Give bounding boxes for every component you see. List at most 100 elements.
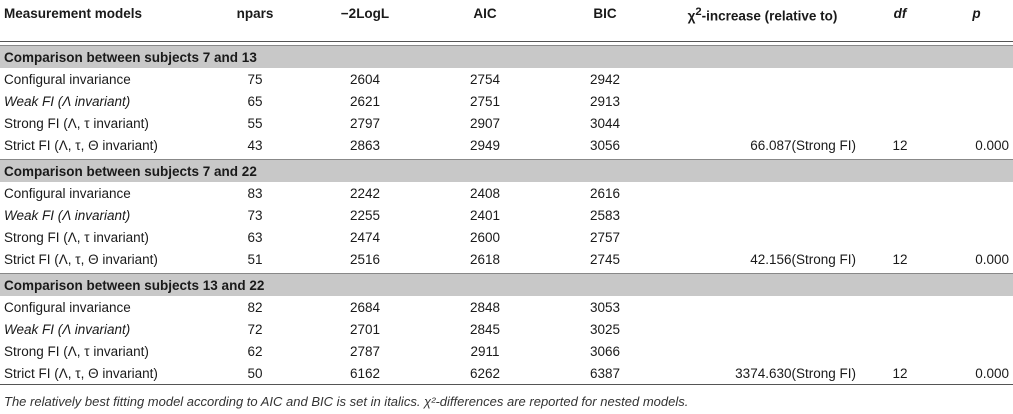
cell-bic: 2583 [589, 207, 621, 223]
table-footnote: The relatively best fitting model accord… [4, 394, 689, 409]
cell-loglik: 2863 [349, 137, 381, 153]
cell-df [860, 68, 940, 90]
cell-bic: 3044 [589, 115, 621, 131]
header-df: df [860, 0, 940, 42]
cell-npars: 73 [247, 207, 263, 223]
cell-df [860, 340, 940, 362]
group-title: Comparison between subjects 7 and 22 [0, 159, 1013, 182]
cell-p [940, 90, 1013, 112]
table-row: Strict FI (Λ, τ, Θ invariant) 43 2863 2949 3… [0, 134, 1013, 156]
table-row: Strong FI (Λ, τ invariant) 55 2797 2907 3044 [0, 112, 1013, 134]
cell-aic: 2754 [469, 71, 501, 87]
cell-model: Strict FI (Λ, τ, Θ invariant) [4, 251, 158, 267]
cell-chi-increase: 3374.630(Strong FI) [665, 362, 860, 385]
cell-loglik: 2684 [349, 299, 381, 315]
cell-p: 0.000 [975, 137, 1009, 153]
cell-npars: 65 [247, 93, 263, 109]
cell-loglik: 2242 [349, 185, 381, 201]
cell-df [860, 318, 940, 340]
cell-chi-increase: 42.156(Strong FI) [750, 251, 856, 267]
cell-aic: 2401 [469, 207, 501, 223]
table-row: Weak FI (Λ invariant) 65 2621 2751 2913 [0, 90, 1013, 112]
cell-loglik: 2797 [349, 115, 381, 131]
header-aic: AIC [425, 0, 545, 42]
cell-loglik: 2516 [349, 251, 381, 267]
group-header-row: Comparison between subjects 13 and 22 [0, 273, 1013, 296]
cell-p: 0.000 [940, 362, 1013, 385]
cell-aic: 2408 [469, 185, 501, 201]
cell-npars: 83 [247, 185, 263, 201]
header-p: p [940, 0, 1013, 42]
cell-chi-increase: 66.087(Strong FI) [750, 137, 856, 153]
cell-bic: 3056 [589, 137, 621, 153]
chi-label: -increase (relative to) [701, 8, 838, 24]
cell-loglik: 6162 [305, 362, 425, 385]
cell-p [940, 340, 1013, 362]
cell-loglik: 2604 [349, 71, 381, 87]
cell-df [860, 204, 940, 226]
table-row: Configural invariance 83 2242 2408 2616 [0, 182, 1013, 204]
cell-df [860, 182, 940, 204]
cell-npars: 82 [247, 299, 263, 315]
cell-chi-increase [665, 296, 860, 318]
cell-loglik: 2787 [349, 343, 381, 359]
cell-aic: 2949 [469, 137, 501, 153]
group-title: Comparison between subjects 7 and 13 [0, 45, 1013, 68]
cell-aic: 2907 [469, 115, 501, 131]
cell-chi-increase [665, 182, 860, 204]
cell-bic: 2942 [589, 71, 621, 87]
cell-bic: 2616 [589, 185, 621, 201]
cell-npars: 63 [247, 229, 263, 245]
cell-p: 0.000 [975, 251, 1009, 267]
cell-chi-increase [665, 340, 860, 362]
cell-npars: 43 [247, 137, 263, 153]
table-row: Strict FI (Λ, τ, Θ invariant) 51 2516 2618 2… [0, 248, 1013, 270]
cell-chi-increase [665, 112, 860, 134]
cell-aic: 2848 [469, 299, 501, 315]
cell-model: Strong FI (Λ, τ invariant) [4, 343, 149, 359]
cell-aic: 2751 [469, 93, 501, 109]
table-row: Configural invariance 82 2684 2848 3053 [0, 296, 1013, 318]
cell-df [860, 296, 940, 318]
cell-bic: 3025 [589, 321, 621, 337]
cell-npars: 50 [205, 362, 305, 385]
cell-model: Strong FI (Λ, τ invariant) [4, 229, 149, 245]
header-bic: BIC [545, 0, 665, 42]
cell-p [940, 226, 1013, 248]
cell-p [940, 318, 1013, 340]
cell-p [940, 182, 1013, 204]
header-chi-increase: χ2-increase (relative to) [665, 0, 860, 42]
cell-npars: 72 [247, 321, 263, 337]
table-row: Strong FI (Λ, τ invariant) 62 2787 2911 3066 [0, 340, 1013, 362]
cell-p [940, 296, 1013, 318]
cell-chi-increase [665, 318, 860, 340]
cell-p [940, 204, 1013, 226]
cell-model: Weak FI (Λ invariant) [4, 207, 131, 223]
cell-loglik: 2621 [349, 93, 381, 109]
group-title: Comparison between subjects 13 and 22 [0, 273, 1013, 296]
cell-bic: 3053 [589, 299, 621, 315]
cell-npars: 62 [247, 343, 263, 359]
cell-aic: 6262 [425, 362, 545, 385]
cell-model: Strong FI (Λ, τ invariant) [4, 115, 149, 131]
cell-model: Configural invariance [4, 185, 131, 201]
table-body: Comparison between subjects 7 and 13 Conf… [0, 42, 1013, 385]
table-row: Weak FI (Λ invariant) 72 2701 2845 3025 [0, 318, 1013, 340]
cell-npars: 51 [247, 251, 263, 267]
cell-chi-increase [665, 226, 860, 248]
chi-symbol: χ [687, 8, 696, 24]
cell-npars: 55 [247, 115, 263, 131]
table-row: Configural invariance 75 2604 2754 2942 [0, 68, 1013, 90]
cell-model: Weak FI (Λ invariant) [4, 321, 131, 337]
cell-p [940, 112, 1013, 134]
cell-model: Strict FI (Λ, τ, Θ invariant) [4, 137, 158, 153]
cell-loglik: 2474 [349, 229, 381, 245]
header-row: Measurement models npars −2LogL AIC BIC … [0, 0, 1013, 42]
cell-loglik: 2701 [349, 321, 381, 337]
cell-model: Weak FI (Λ invariant) [4, 93, 131, 109]
cell-df: 12 [892, 251, 908, 267]
cell-aic: 2911 [470, 343, 500, 359]
results-table: Measurement models npars −2LogL AIC BIC … [0, 0, 1013, 385]
cell-chi-increase [665, 90, 860, 112]
table-row: Weak FI (Λ invariant) 73 2255 2401 2583 [0, 204, 1013, 226]
